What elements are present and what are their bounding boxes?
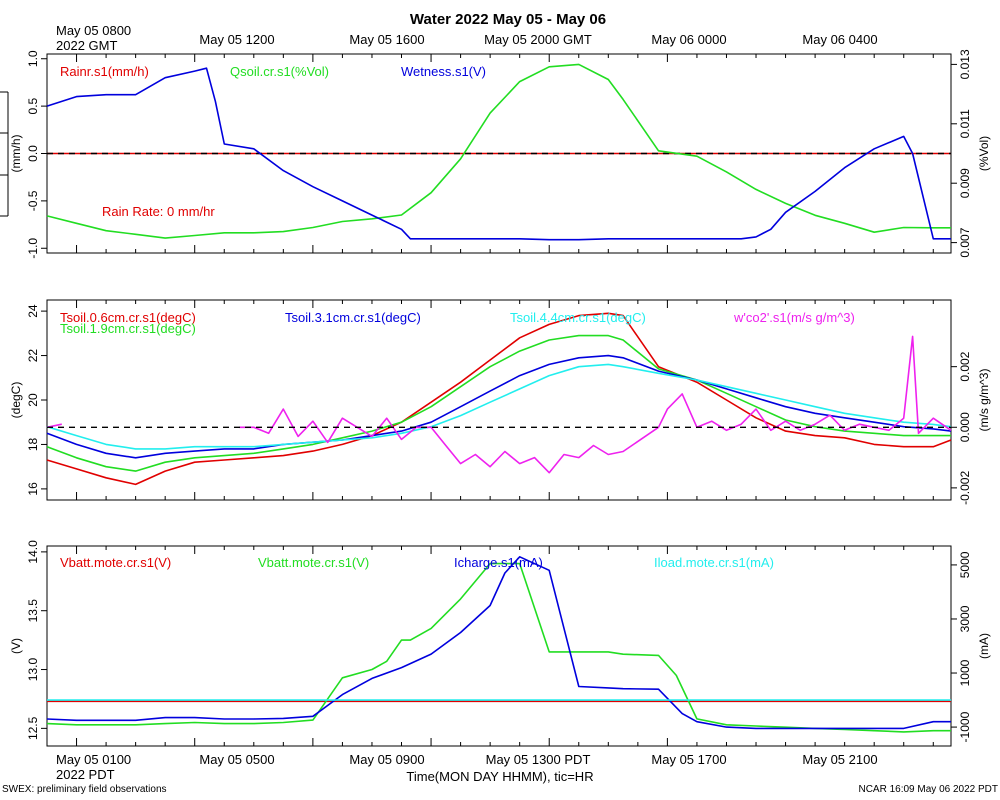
left-y-tick-label: 22 <box>26 349 40 363</box>
left-y-tick-label: 24 <box>26 304 40 318</box>
right-y-tick-label: 0.009 <box>958 168 972 198</box>
left-y-axis: -1.0 -0.5 0.0 0.5 1.0 (mm/h) <box>9 50 47 259</box>
rain-rate-annotation: Rain Rate: 0 mm/hr <box>102 204 215 219</box>
footer-right: NCAR 16:09 May 06 2022 PDT <box>858 784 998 795</box>
series-lines <box>46 63 951 241</box>
left-y-tick-label: 14.0 <box>26 540 40 564</box>
right-y-tick-label: 0.007 <box>958 227 972 257</box>
bottom-axis-first-label-line1: May 05 0100 <box>56 752 131 767</box>
x-ticks <box>46 546 934 746</box>
left-y-tick-label: 13.5 <box>26 599 40 623</box>
x-axis-title: Time(MON DAY HHMM), tic=HR <box>406 769 593 784</box>
top-axis-tick-label: May 05 1600 <box>349 32 424 47</box>
series-line-qsoil-cr-s1-vol-green <box>46 63 951 239</box>
legend: Rainr.s1(mm/h) Qsoil.cr.s1(%Vol) Wetness.s… <box>60 64 486 79</box>
side-decoration <box>0 91 9 217</box>
right-y-tick-label: 0.002 <box>958 351 972 381</box>
legend-entry: Rainr.s1(mm/h) <box>60 64 149 79</box>
panel-water: -1.0-0.50.00.51.0(mm/h)0.0070.0090.0110.… <box>9 49 991 259</box>
right-y-tick-label: 0.011 <box>958 109 972 138</box>
legend: Tsoil.0.6cm.cr.s1(degC)Tsoil.1.9cm.cr.s1… <box>60 310 855 336</box>
bottom-axis-tick-label: May 05 1300 PDT <box>486 752 591 767</box>
left-y-tick-label: 13.0 <box>26 658 40 682</box>
x-ticks <box>46 54 934 253</box>
legend-entry: Qsoil.cr.s1(%Vol) <box>230 64 329 79</box>
right-y-tick-label: 3000 <box>958 605 972 632</box>
right-y-axis: 0.007 0.009 0.011 0.013 (%Vol) <box>951 49 991 258</box>
left-y-axis: 16 18 20 22 24 (degC) <box>9 304 47 496</box>
legend-entry: w'co2'.s1(m/s g/m^3) <box>733 310 855 325</box>
series-line-tsoil-3-1cm-cr-s1-degc-blue <box>46 354 952 459</box>
top-axis-tick-label: May 06 0400 <box>802 32 877 47</box>
bottom-axis-tick-label: May 05 0900 <box>349 752 424 767</box>
right-y-tick-label: -0.002 <box>958 471 972 505</box>
series-line-wetness-s1-v-blue <box>46 67 951 241</box>
x-ticks <box>46 300 934 500</box>
legend-entry: Icharge.s1(mA) <box>454 555 543 570</box>
left-y-tick-label: 20 <box>26 393 40 407</box>
plot-frame <box>46 545 952 747</box>
top-axis-tick-label: May 06 0000 <box>651 32 726 47</box>
bottom-axis-tick-label: May 05 0500 <box>199 752 274 767</box>
footer-left: SWEX: preliminary field observations <box>2 784 167 795</box>
bottom-axis-labels: May 05 0100 2022 PDT May 05 0500 May 05 … <box>56 752 878 784</box>
legend-entry: Tsoil.1.9cm.cr.s1(degC) <box>60 321 196 336</box>
series-line-tsoil-4-4cm-cr-s1-degc-cyan <box>46 363 952 450</box>
left-y-tick-label: 12.5 <box>26 716 40 740</box>
legend-entry: Vbatt.mote.cr.s1(V) <box>258 555 369 570</box>
bottom-axis-tick-label: May 05 1700 <box>651 752 726 767</box>
top-axis-tick-label: May 05 1200 <box>199 32 274 47</box>
top-axis-tick-label: May 05 2000 GMT <box>484 32 592 47</box>
bottom-axis-tick-label: May 05 2100 <box>802 752 877 767</box>
series-line-icharge-s1-ma-blue <box>46 556 951 730</box>
right-y-axis-label: (%Vol) <box>977 136 991 171</box>
legend-entry: Tsoil.4.4cm.cr.s1(degC) <box>510 310 646 325</box>
panel-battery: 12.5 13.0 13.5 14.0 (V) -1000 1000 3000 5000 (mA)… <box>9 540 991 747</box>
series-line-tsoil-1-9cm-cr-s1-degc-green <box>46 334 951 472</box>
right-y-axis-label: (m/s g/m^3) <box>977 369 991 432</box>
left-y-tick-label: 1.0 <box>26 50 40 67</box>
top-axis-first-label-line1: May 05 0800 <box>56 23 131 38</box>
panel-soil-temperature: 16 18 20 22 24 (degC) -0.002 0.000 0.002 (m/s g/m… <box>9 299 991 505</box>
series-lines <box>46 556 951 733</box>
right-y-tick-label: 5000 <box>958 551 972 578</box>
legend-entry: Tsoil.3.1cm.cr.s1(degC) <box>285 310 421 325</box>
right-y-tick-label: 1000 <box>958 659 972 686</box>
right-y-axis: -0.002 0.000 0.002 (m/s g/m^3) <box>951 351 991 505</box>
left-y-tick-label: 16 <box>26 482 40 496</box>
right-y-axis-label: (mA) <box>977 633 991 659</box>
left-y-tick-label: -1.0 <box>26 238 40 259</box>
left-y-tick-label: 0.5 <box>26 97 40 114</box>
series-lines <box>46 312 952 486</box>
bottom-axis-first-label-line2: 2022 PDT <box>56 767 115 782</box>
right-y-axis: -1000 1000 3000 5000 (mA) <box>951 551 991 742</box>
top-axis-first-label-line2: 2022 GMT <box>56 38 117 53</box>
legend: Vbatt.mote.cr.s1(V) Vbatt.mote.cr.s1(V) Ic… <box>60 555 774 570</box>
left-y-axis-label: (V) <box>9 638 23 654</box>
left-y-tick-label: 0.0 <box>26 145 40 162</box>
left-y-axis-label: (mm/h) <box>9 135 23 173</box>
right-y-tick-label: 0.013 <box>958 49 972 79</box>
legend-entry: Vbatt.mote.cr.s1(V) <box>60 555 171 570</box>
left-y-axis-label: (degC) <box>9 382 23 419</box>
legend-entry: Iload.mote.cr.s1(mA) <box>654 555 774 570</box>
left-y-tick-label: 18 <box>26 437 40 451</box>
legend-entry: Tsoil.0.6cm.cr.s1(degC) <box>60 310 196 325</box>
legend-entry: Wetness.s1(V) <box>401 64 486 79</box>
right-y-tick-label: -1000 <box>958 711 972 742</box>
series-line-tsoil-0-6cm-cr-s1-degc-red <box>46 312 952 486</box>
series-line-vbatt-mote-cr-s1-v-green <box>46 562 951 733</box>
right-y-tick-label: 0.000 <box>958 412 972 442</box>
left-y-axis: 12.5 13.0 13.5 14.0 (V) <box>9 540 47 740</box>
chart-title: Water 2022 May 05 - May 06 <box>410 11 606 28</box>
top-axis-labels: May 05 0800 2022 GMT May 05 1200 May 05 … <box>56 23 878 53</box>
left-y-tick-label: -0.5 <box>26 190 40 211</box>
